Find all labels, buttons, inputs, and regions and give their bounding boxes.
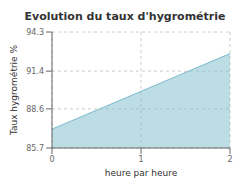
svg-text:Taux hygrométrie %: Taux hygrométrie % [9, 44, 19, 136]
svg-text:1: 1 [138, 155, 143, 164]
html-text:Evolution du taux d'hygrométri: Evolution du taux d'hygrométrie [24, 10, 226, 23]
svg-text:94.3: 94.3 [26, 28, 44, 37]
svg-text:0: 0 [49, 155, 54, 164]
svg-text:91.4: 91.4 [26, 67, 44, 76]
svg-text:2: 2 [227, 155, 232, 164]
svg-text:88.6: 88.6 [26, 105, 44, 114]
svg-text:85.7: 85.7 [26, 144, 44, 153]
svg-text:heure par heure: heure par heure [105, 168, 178, 178]
